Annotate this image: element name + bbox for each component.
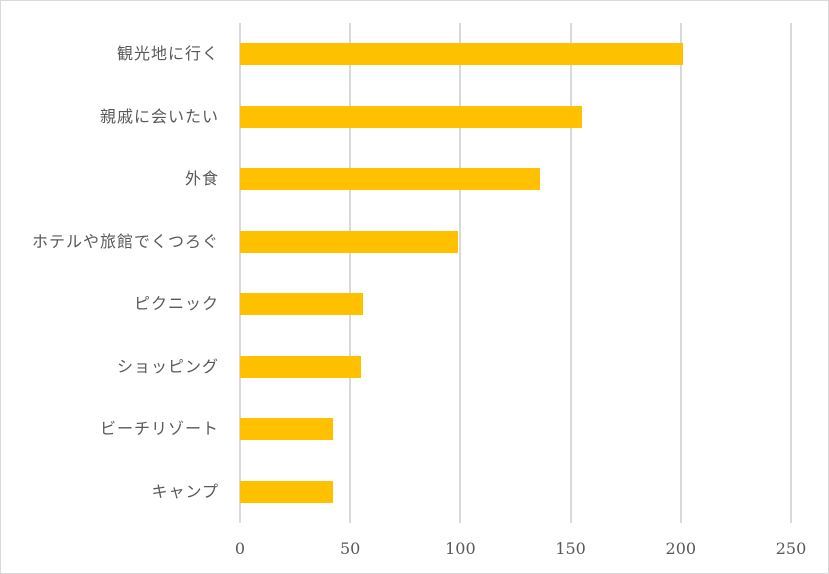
bar <box>240 355 362 378</box>
gridline <box>679 23 682 523</box>
gridline <box>459 23 462 523</box>
x-tick-label: 250 <box>775 539 807 558</box>
category-label: ビーチリゾート <box>99 419 219 439</box>
category-label: ショッピング <box>116 356 219 376</box>
category-label: キャンプ <box>151 481 219 501</box>
bar <box>240 293 364 316</box>
x-tick-label: 200 <box>665 539 697 558</box>
x-tick-label: 50 <box>340 539 361 558</box>
x-tick-label: 150 <box>555 539 586 558</box>
category-label: 外食 <box>184 169 219 189</box>
gridline <box>239 23 241 523</box>
plot-area <box>239 23 792 523</box>
bar <box>240 418 333 441</box>
gridline <box>569 23 572 523</box>
bar <box>240 43 683 66</box>
bar <box>240 168 540 191</box>
gridline <box>349 23 352 523</box>
bar <box>240 230 459 253</box>
category-label: ピクニック <box>133 294 219 314</box>
category-label: ホテルや旅館でくつろぐ <box>31 231 219 251</box>
x-tick-label: 0 <box>234 539 246 558</box>
bar <box>240 480 333 503</box>
gridline <box>790 23 792 523</box>
bar <box>240 105 582 128</box>
category-label: 親戚に会いたい <box>99 106 219 126</box>
x-tick-label: 100 <box>445 539 476 558</box>
category-label: 観光地に行く <box>116 44 219 64</box>
